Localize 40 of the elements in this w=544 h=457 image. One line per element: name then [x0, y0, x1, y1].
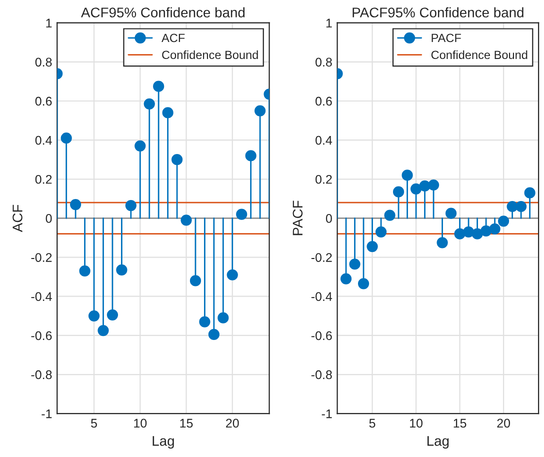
y-tick-label: -0.8 — [311, 370, 332, 380]
y-tick-label: -0.2 — [31, 253, 52, 262]
y-axis-title: ACF — [12, 204, 22, 232]
x-tick-label: 5 — [91, 418, 97, 428]
chart-title: PACF95% Confidence band — [352, 7, 524, 18]
legend-label: PACF — [432, 34, 461, 42]
y-tick-label: 0 — [46, 214, 52, 223]
y-tick-label: 0.4 — [316, 136, 332, 145]
y-tick-label: 0.2 — [35, 174, 52, 184]
x-axis-title: Lag — [152, 436, 174, 449]
legend-label: Confidence Bound — [162, 50, 258, 60]
y-tick-label: -0.2 — [311, 253, 332, 262]
y-tick-label: 0.8 — [316, 58, 332, 67]
y-axis-title: PACF — [292, 200, 303, 236]
x-tick-label: 5 — [369, 418, 376, 428]
x-tick-label: 15 — [180, 418, 193, 428]
y-tick-label: -0.6 — [31, 331, 52, 340]
x-tick-label: 10 — [410, 418, 423, 428]
legend-label: ACF — [162, 34, 185, 42]
x-tick-label: 20 — [497, 418, 510, 428]
legend-label: Confidence Bound — [431, 50, 528, 60]
chart-title: ACF95% Confidence band — [81, 7, 245, 18]
y-tick-label: -0.4 — [31, 292, 52, 302]
y-tick-label: -0.8 — [31, 370, 52, 380]
y-tick-label: 0 — [326, 214, 332, 223]
y-tick-label: 1 — [46, 18, 52, 28]
x-tick-label: 15 — [454, 418, 466, 428]
x-axis-title: Lag — [427, 436, 449, 449]
y-tick-label: 0.4 — [35, 136, 52, 145]
y-tick-label: -0.6 — [311, 331, 332, 340]
y-tick-label: -1 — [42, 410, 52, 418]
y-tick-label: -1 — [322, 410, 332, 418]
x-tick-label: 20 — [226, 418, 239, 428]
y-tick-label: 0.6 — [316, 96, 332, 106]
y-tick-label: 1 — [326, 18, 332, 28]
y-tick-label: 0.6 — [35, 96, 52, 106]
x-tick-label: 10 — [134, 418, 147, 428]
y-tick-label: -0.4 — [311, 292, 332, 302]
y-tick-label: 0.2 — [316, 174, 332, 184]
y-tick-label: 0.8 — [35, 58, 52, 67]
